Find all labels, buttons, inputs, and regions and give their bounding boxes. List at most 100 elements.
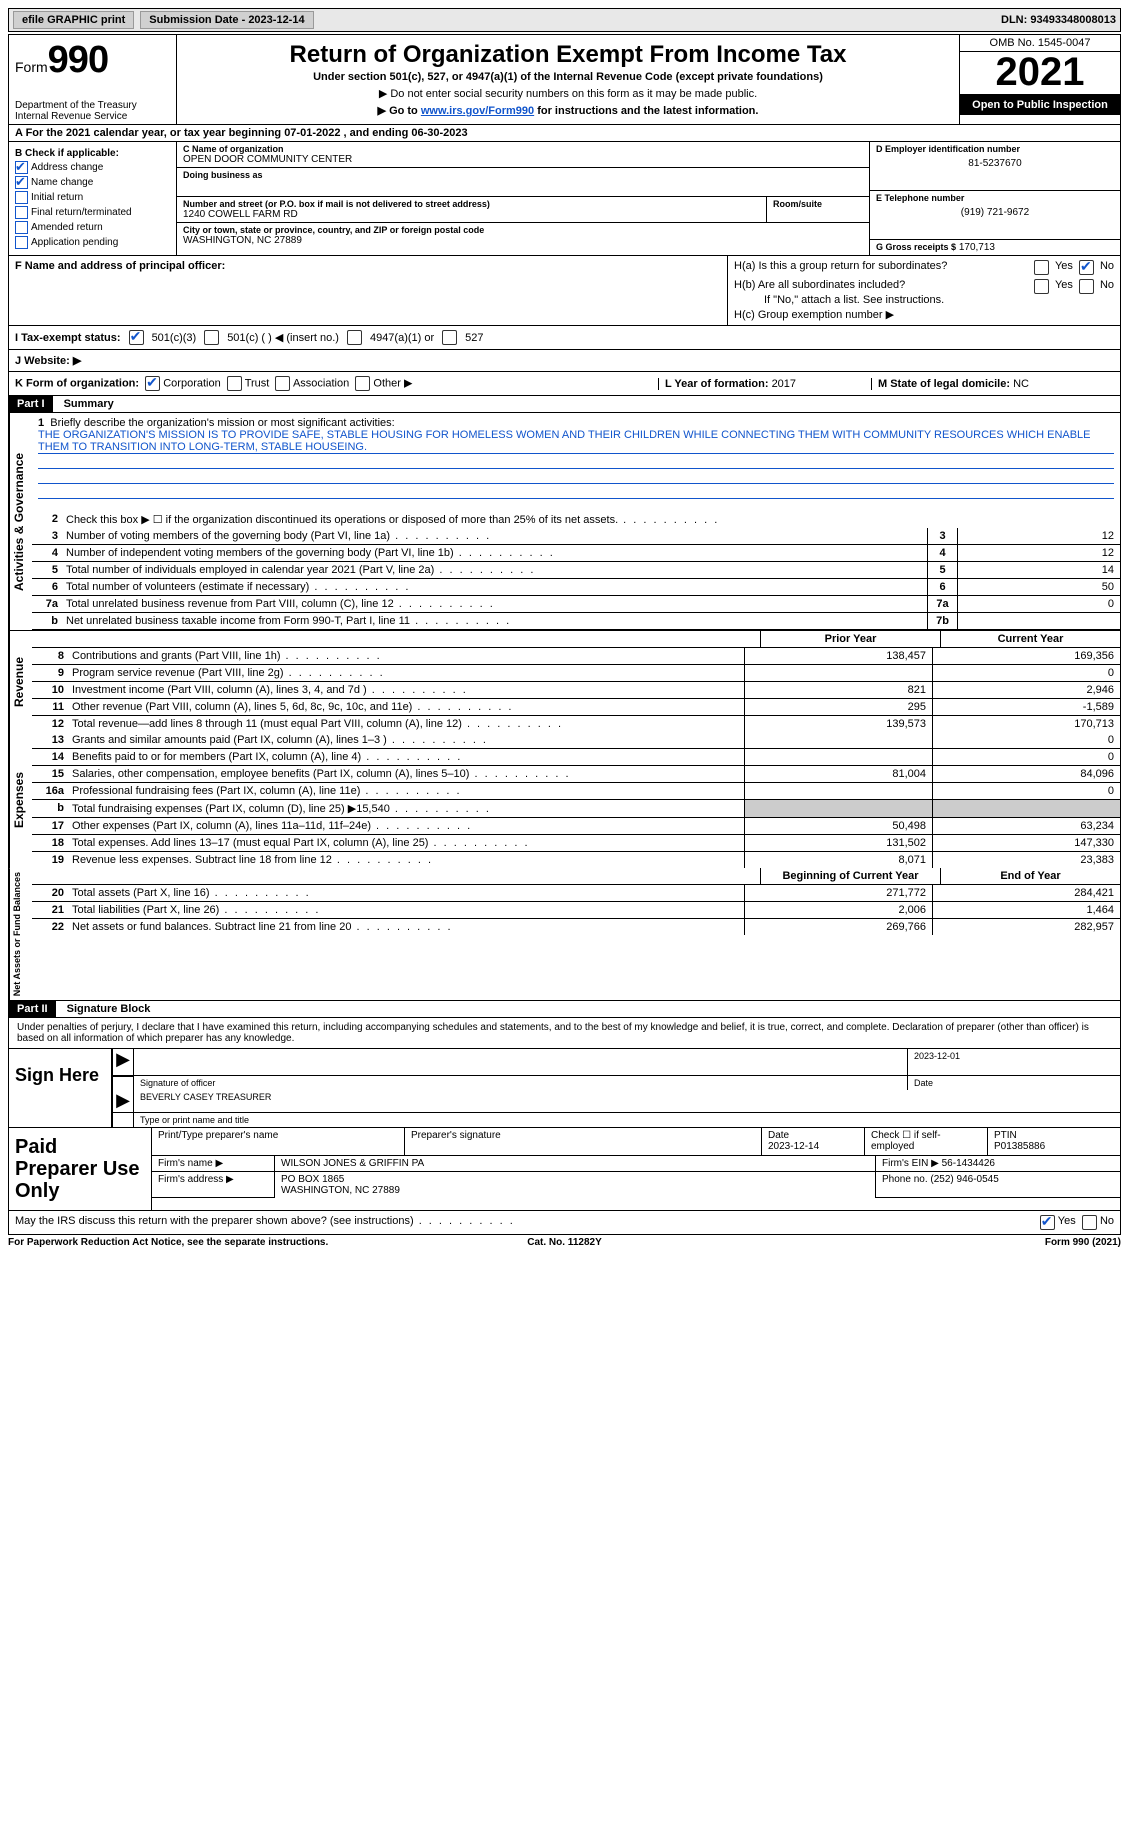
data-row: 8Contributions and grants (Part VIII, li… [32,648,1120,665]
preparer-date: 2023-12-14 [768,1141,819,1152]
data-row: 17Other expenses (Part IX, column (A), l… [32,818,1120,835]
tax-exempt-status: I Tax-exempt status: 501(c)(3) 501(c) ( … [8,326,1121,350]
firm-name: WILSON JONES & GRIFFIN PA [275,1156,876,1171]
data-row: 18Total expenses. Add lines 13–17 (must … [32,835,1120,852]
ha-no-checkbox[interactable] [1079,260,1094,275]
activities-governance: Activities & Governance 1 Briefly descri… [8,413,1121,630]
top-bar: efile GRAPHIC print Submission Date - 20… [8,8,1121,32]
expenses-section: Expenses 13Grants and similar amounts pa… [8,732,1121,868]
ein-value: 81-5237670 [876,158,1114,169]
perjury-statement: Under penalties of perjury, I declare th… [8,1018,1121,1049]
entity-block: B Check if applicable: Address changeNam… [8,142,1121,256]
net-assets-section: Net Assets or Fund Balances Beginning of… [8,868,1121,1001]
checkbox-label: Application pending [31,237,118,248]
data-row: 21Total liabilities (Part X, line 26)2,0… [32,902,1120,919]
data-row: 12Total revenue—add lines 8 through 11 (… [32,716,1120,732]
data-row: 13Grants and similar amounts paid (Part … [32,732,1120,749]
dln-label: DLN: 93493348008013 [1001,14,1116,26]
summary-row: 6Total number of volunteers (estimate if… [32,579,1120,596]
open-to-public: Open to Public Inspection [960,95,1120,115]
state-domicile: NC [1013,378,1029,390]
checkbox[interactable] [15,206,28,219]
ha-yes-checkbox[interactable] [1034,260,1049,275]
part1-header: Part I Summary [8,396,1121,413]
hb-no-checkbox[interactable] [1079,279,1094,294]
trust-checkbox[interactable] [227,376,242,391]
part2-header: Part II Signature Block [8,1001,1121,1018]
data-row: 16aProfessional fundraising fees (Part I… [32,783,1120,800]
row-k: K Form of organization: Corporation Trus… [8,372,1121,396]
firm-phone: (252) 946-0545 [930,1174,998,1185]
checkbox-label: Address change [31,162,103,173]
sign-date: 2023-12-01 [914,1051,1114,1061]
efile-print-button[interactable]: efile GRAPHIC print [13,11,134,29]
org-name: OPEN DOOR COMMUNITY CENTER [183,154,863,165]
checkbox-label: Name change [31,177,93,188]
org-city: WASHINGTON, NC 27889 [183,235,863,246]
mission-text: THE ORGANIZATION'S MISSION IS TO PROVIDE… [38,429,1114,454]
hb-yes-checkbox[interactable] [1034,279,1049,294]
4947-checkbox[interactable] [347,330,362,345]
summary-row: bNet unrelated business taxable income f… [32,613,1120,630]
data-row: 14Benefits paid to or for members (Part … [32,749,1120,766]
summary-row: 4Number of independent voting members of… [32,545,1120,562]
data-row: bTotal fundraising expenses (Part IX, co… [32,800,1120,818]
data-row: 11Other revenue (Part VIII, column (A), … [32,699,1120,716]
row-a-tax-year: A For the 2021 calendar year, or tax yea… [8,125,1121,142]
data-row: 10Investment income (Part VIII, column (… [32,682,1120,699]
column-c: C Name of organization OPEN DOOR COMMUNI… [177,142,869,255]
firm-address-2: WASHINGTON, NC 27889 [281,1185,869,1196]
501c3-checkbox[interactable] [129,330,144,345]
subtitle-3: ▶ Go to www.irs.gov/Form990 for instruct… [185,104,951,117]
501c-checkbox[interactable] [204,330,219,345]
form-title: Return of Organization Exempt From Incom… [185,41,951,69]
form-header: Form990 Department of the Treasury Inter… [8,34,1121,125]
form-number: Form990 [15,39,170,82]
year-formation: 2017 [772,378,796,390]
discuss-row: May the IRS discuss this return with the… [8,1211,1121,1235]
discuss-no-checkbox[interactable] [1082,1215,1097,1230]
summary-row: 3Number of voting members of the governi… [32,528,1120,545]
discuss-yes-checkbox[interactable] [1040,1215,1055,1230]
data-row: 22Net assets or fund balances. Subtract … [32,919,1120,935]
assoc-checkbox[interactable] [275,376,290,391]
row-f-h: F Name and address of principal officer:… [8,256,1121,326]
footer: For Paperwork Reduction Act Notice, see … [8,1235,1121,1250]
checkbox[interactable] [15,236,28,249]
checkbox[interactable] [15,161,28,174]
column-d: D Employer identification number 81-5237… [869,142,1120,255]
527-checkbox[interactable] [442,330,457,345]
firm-address-1: PO BOX 1865 [281,1174,869,1185]
data-row: 9Program service revenue (Part VIII, lin… [32,665,1120,682]
gross-receipts: 170,713 [959,242,995,253]
summary-row: 2Check this box ▶ ☐ if the organization … [32,511,1120,528]
paid-preparer-block: Paid Preparer Use Only Print/Type prepar… [8,1128,1121,1211]
corp-checkbox[interactable] [145,376,160,391]
website-row: J Website: ▶ [8,350,1121,372]
submission-date-button[interactable]: Submission Date - 2023-12-14 [140,11,313,29]
column-b: B Check if applicable: Address changeNam… [9,142,177,255]
summary-row: 7aTotal unrelated business revenue from … [32,596,1120,613]
tax-year: 2021 [960,52,1120,95]
checkbox[interactable] [15,176,28,189]
dept-label: Department of the Treasury Internal Reve… [15,100,170,122]
data-row: 20Total assets (Part X, line 16)271,7722… [32,885,1120,902]
data-row: 19Revenue less expenses. Subtract line 1… [32,852,1120,868]
sign-here-block: Sign Here ▶ 2023-12-01 Signature of offi… [8,1049,1121,1128]
other-checkbox[interactable] [355,376,370,391]
checkbox-label: Amended return [31,222,103,233]
checkbox-label: Initial return [31,192,83,203]
ptin: P01385886 [994,1141,1045,1152]
org-address: 1240 COWELL FARM RD [183,209,760,220]
revenue-section: Revenue Prior Year Current Year 8Contrib… [8,630,1121,732]
checkbox[interactable] [15,221,28,234]
data-row: 15Salaries, other compensation, employee… [32,766,1120,783]
firm-ein: 56-1434426 [942,1158,995,1169]
checkbox[interactable] [15,191,28,204]
checkbox-label: Final return/terminated [31,207,132,218]
officer-name: BEVERLY CASEY TREASURER [140,1092,271,1102]
phone-value: (919) 721-9672 [876,207,1114,218]
subtitle-2: ▶ Do not enter social security numbers o… [185,87,951,100]
summary-row: 5Total number of individuals employed in… [32,562,1120,579]
form990-link[interactable]: www.irs.gov/Form990 [421,105,534,117]
